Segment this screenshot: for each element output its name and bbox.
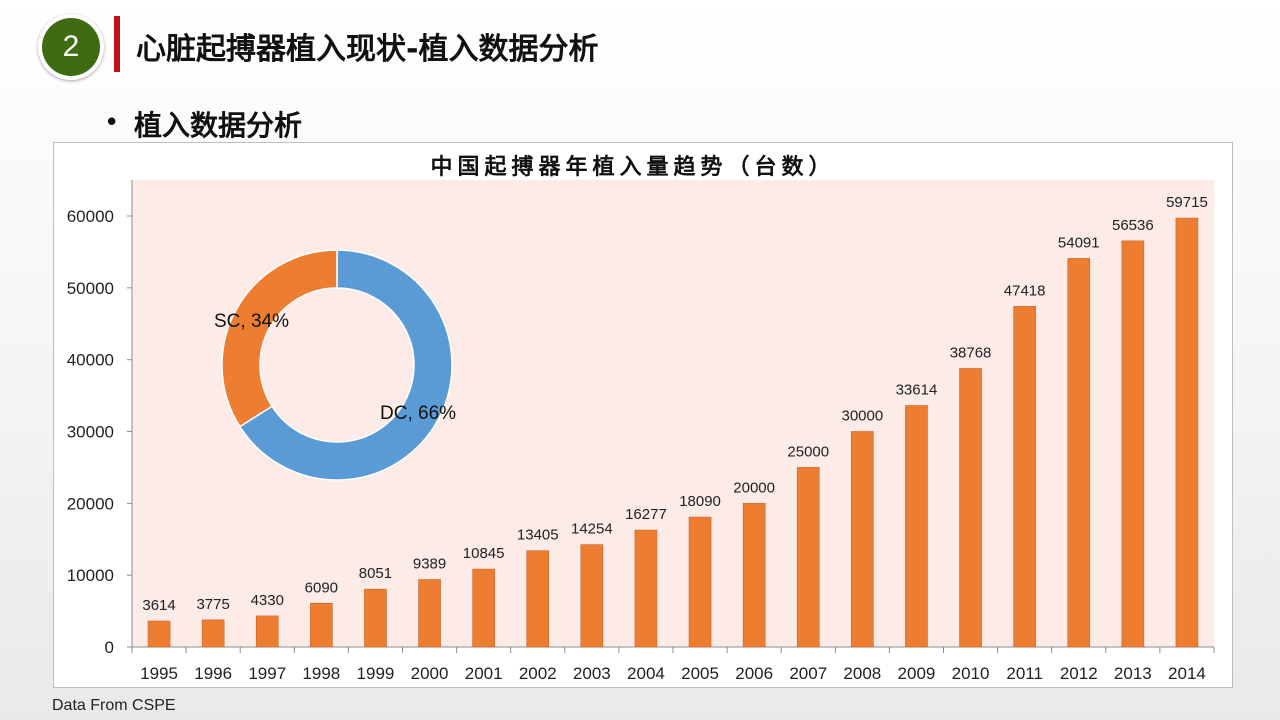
bar-data-label: 56536 [1112, 217, 1154, 234]
chart-title: 中国起搏器年植入量趋势（台数） [430, 154, 835, 180]
bar-data-label: 59715 [1166, 194, 1208, 211]
y-tick-label: 30000 [67, 423, 114, 442]
x-tick-label: 1996 [194, 664, 232, 683]
bar-data-label: 6090 [305, 579, 338, 596]
bar-data-label: 4330 [251, 592, 284, 609]
x-tick-label: 2008 [843, 664, 881, 683]
slide-title: 心脏起搏器植入现状-植入数据分析 [136, 32, 599, 67]
bullet-icon: • [104, 108, 120, 138]
bullet-heading: 植入数据分析 [134, 109, 303, 142]
bar [147, 620, 171, 648]
bar [310, 602, 333, 648]
donut-slice [221, 249, 338, 428]
donut-slice-label: SC, 34% [214, 311, 289, 332]
bar [742, 503, 766, 648]
x-tick-label: 2006 [735, 664, 773, 683]
bar-data-label: 25000 [787, 443, 829, 460]
bar-data-label: 20000 [733, 479, 775, 496]
x-tick-label: 1999 [357, 664, 395, 683]
x-tick-label: 1995 [140, 664, 178, 683]
y-tick-label: 60000 [67, 207, 114, 226]
y-tick-label: 20000 [67, 494, 114, 513]
x-tick-label: 2007 [789, 664, 827, 683]
section-number: 2 [42, 18, 100, 76]
bar [959, 368, 982, 648]
title-accent-bar [114, 16, 120, 72]
x-tick-label: 2000 [411, 664, 449, 683]
bar [1013, 306, 1036, 648]
bar-data-label: 13405 [517, 527, 559, 544]
section-number-badge: 2 [38, 14, 104, 80]
bar [1067, 258, 1091, 648]
bar-series: 3614 3775 4330 6090 8051 9389 10845 13405 14254 1… [142, 194, 1208, 648]
donut-slice [238, 249, 453, 481]
x-axis: 1995 1996 1997 1998 1999 2000 2001 2002 2003 2004… [131, 646, 1215, 683]
chart-canvas: 中国起搏器年植入量趋势（台数） 0 10000 20000 30000 40000 500… [67, 154, 1215, 683]
bar [905, 405, 928, 648]
bar-data-label: 18090 [679, 493, 721, 510]
bar-data-label: 33614 [896, 382, 938, 399]
bar-data-label: 38768 [950, 345, 992, 362]
x-tick-label: 2012 [1060, 664, 1098, 683]
bar [851, 431, 874, 648]
x-tick-label: 2013 [1114, 664, 1152, 683]
bar-data-label: 47418 [1004, 282, 1046, 299]
bar [472, 568, 495, 648]
bar [1175, 217, 1199, 648]
bar [1121, 240, 1145, 648]
donut-chart: DC, 66% SC, 34% [214, 249, 456, 481]
x-tick-label: 1998 [302, 664, 340, 683]
donut-slice-label: DC, 66% [380, 403, 456, 424]
bar-data-label: 3614 [142, 597, 175, 614]
plot-area [132, 180, 1214, 647]
y-tick-label: 10000 [67, 566, 114, 585]
bar-data-label: 8051 [359, 565, 392, 582]
bar [526, 550, 550, 648]
bar-data-label: 54091 [1058, 234, 1100, 251]
bar [580, 544, 604, 648]
bar-data-label: 9389 [413, 556, 446, 573]
bar-data-label: 14254 [571, 521, 613, 538]
x-tick-label: 2002 [519, 664, 557, 683]
x-tick-label: 2010 [952, 664, 990, 683]
y-tick-label: 40000 [67, 351, 114, 370]
x-tick-label: 2005 [681, 664, 719, 683]
chart-frame: 中国起搏器年植入量趋势（台数） 0 10000 20000 30000 40000 500… [53, 142, 1233, 688]
bar-data-label: 16277 [625, 506, 667, 523]
x-tick-label: 2014 [1168, 664, 1206, 683]
bar [201, 619, 225, 648]
x-tick-label: 2004 [627, 664, 665, 683]
x-tick-label: 1997 [248, 664, 286, 683]
bar [634, 529, 658, 648]
bar [255, 615, 279, 648]
x-tick-label: 2001 [465, 664, 503, 683]
bar [688, 516, 712, 648]
bar [364, 588, 387, 648]
y-tick-label: 0 [105, 638, 114, 657]
x-tick-label: 2009 [898, 664, 936, 683]
y-tick-label: 50000 [67, 279, 114, 298]
bar-data-label: 30000 [841, 408, 883, 425]
bar-data-label: 3775 [196, 596, 229, 613]
x-tick-label: 2003 [573, 664, 611, 683]
data-source-note: Data From CSPE [52, 697, 176, 714]
x-tick-label: 2011 [1006, 664, 1043, 683]
bar [418, 579, 441, 648]
bar [796, 467, 820, 648]
y-axis: 0 10000 20000 30000 40000 50000 60000 [67, 180, 133, 657]
bar-data-label: 10845 [463, 545, 505, 562]
